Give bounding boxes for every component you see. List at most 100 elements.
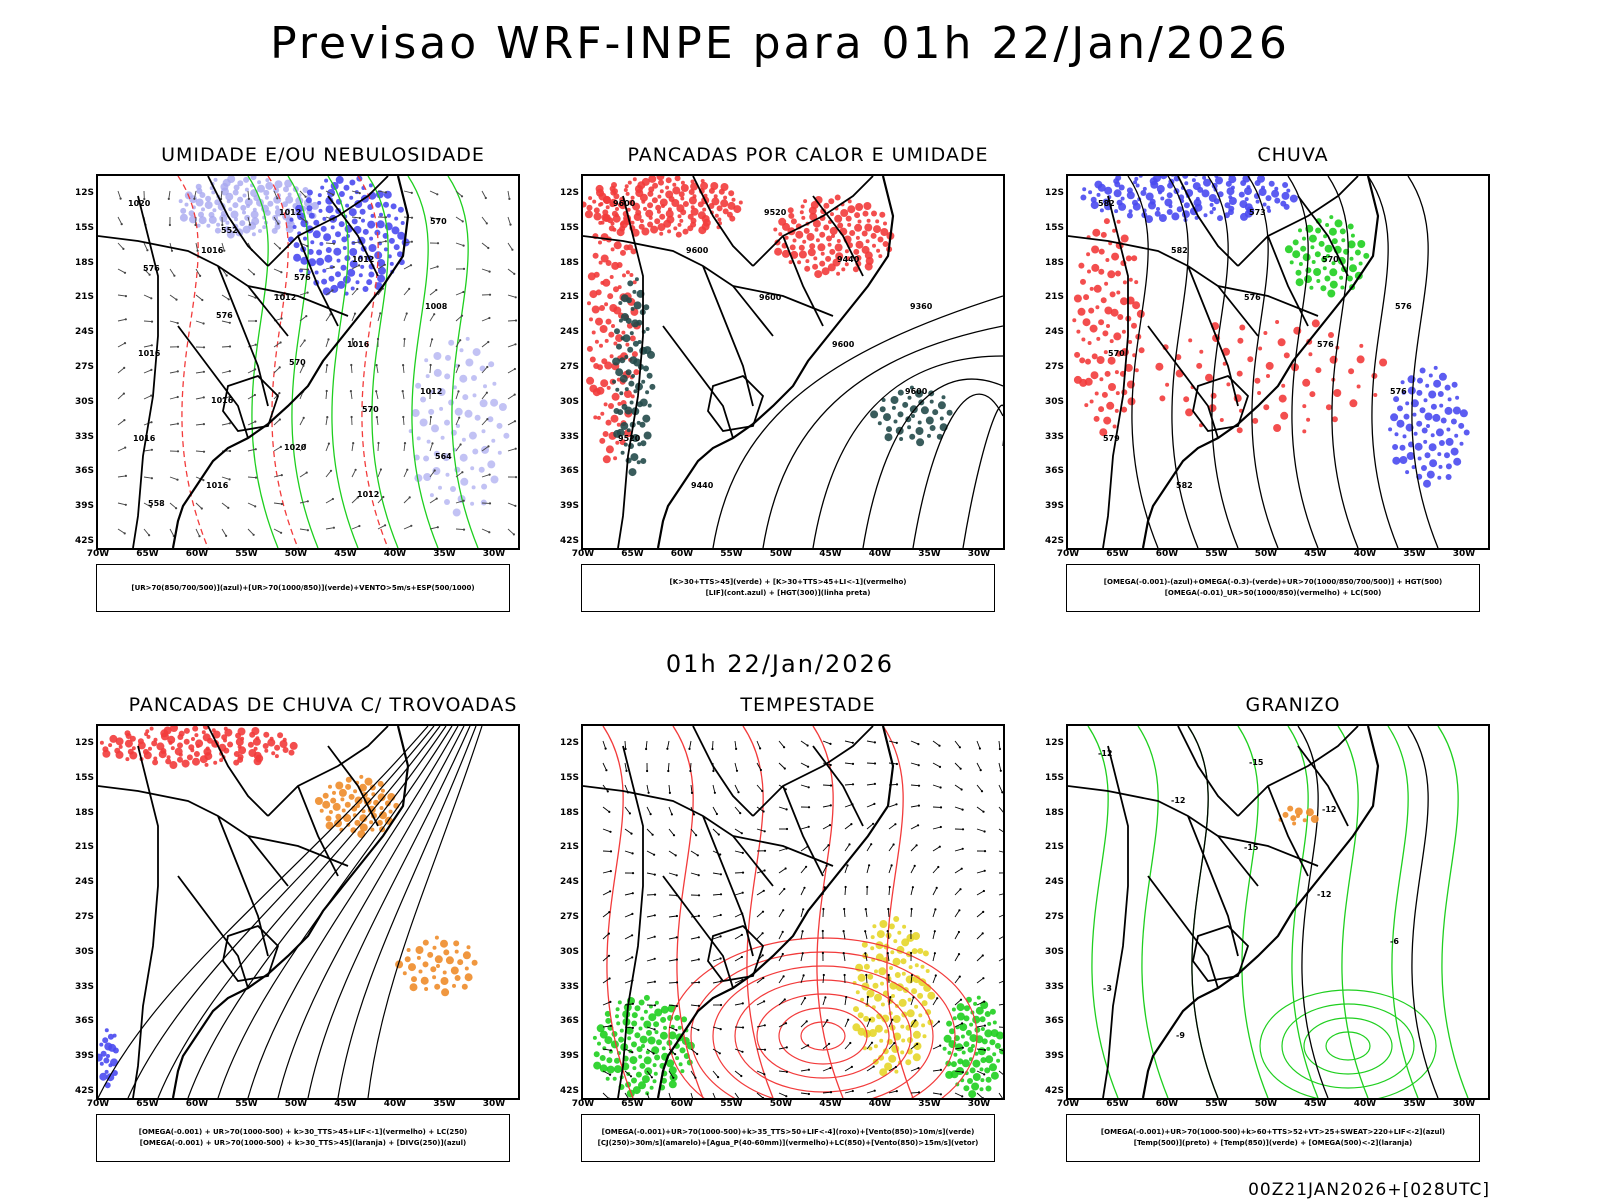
wind-vector xyxy=(646,769,649,773)
lat-tick-label: 39S xyxy=(1044,1051,1064,1062)
wind-vector xyxy=(807,1092,810,1096)
omega-area xyxy=(1417,456,1422,461)
convection-area xyxy=(422,961,429,968)
moisture-area xyxy=(1100,231,1107,238)
divergence-area xyxy=(111,1070,118,1076)
border-line xyxy=(1217,835,1319,867)
wind-vector xyxy=(866,1042,873,1050)
wind-vector xyxy=(175,507,178,510)
humidity-area xyxy=(349,179,356,186)
wind-vector xyxy=(117,318,126,322)
water-contour xyxy=(672,726,704,1098)
humidity-area xyxy=(386,213,391,218)
border-line xyxy=(222,374,280,432)
moisture-area xyxy=(1356,355,1365,364)
instability-area xyxy=(651,197,658,204)
humidity-area xyxy=(233,184,240,191)
wind-vector xyxy=(176,450,180,453)
omega-area xyxy=(1166,209,1173,215)
instability-area xyxy=(665,177,672,184)
wind-vector xyxy=(332,193,335,196)
border-line xyxy=(1192,924,1250,982)
wind-area xyxy=(643,1009,648,1014)
humidity-area xyxy=(444,419,450,426)
wind-area xyxy=(639,1062,646,1069)
lat-tick-label: 12S xyxy=(74,188,94,198)
instability-area xyxy=(863,202,872,210)
wind-vector xyxy=(916,1042,919,1046)
humidity-area xyxy=(285,225,294,233)
page-title: Previsao WRF-INPE para 01h 22/Jan/2026 xyxy=(270,18,1290,69)
wind-vector xyxy=(196,249,199,252)
humidity-area xyxy=(388,237,395,244)
border-line xyxy=(702,265,754,407)
omega-area xyxy=(1274,197,1281,204)
wind-vector xyxy=(690,791,694,794)
wind-vector xyxy=(624,850,633,854)
wind-vector xyxy=(645,747,648,751)
wind-area xyxy=(985,1055,994,1064)
omega-area xyxy=(1126,212,1133,219)
instability-area xyxy=(672,186,681,195)
humidity-area xyxy=(293,253,302,262)
humidity-area xyxy=(362,286,369,292)
omega-area xyxy=(1154,210,1161,217)
humidity-area xyxy=(289,217,294,222)
instability-area xyxy=(609,275,614,279)
wind-vector xyxy=(304,443,307,446)
convection-area xyxy=(223,747,230,754)
wind-vector xyxy=(998,893,1003,896)
wind-vector xyxy=(332,526,335,529)
wind-vector xyxy=(674,1053,677,1056)
convection-area xyxy=(359,814,368,823)
instability-area xyxy=(805,259,810,264)
instability-area xyxy=(595,184,604,193)
wind-area xyxy=(678,1062,683,1067)
jet-area xyxy=(917,948,924,954)
wind-vector xyxy=(146,249,149,252)
contour-label: 1012 xyxy=(279,208,301,217)
wind-vector xyxy=(888,1019,893,1028)
wind-vector xyxy=(273,190,278,199)
wind-vector xyxy=(329,469,333,472)
lon-tick-label: 65W xyxy=(136,1099,159,1109)
moisture-area xyxy=(1111,252,1120,261)
k-tts-area xyxy=(612,357,621,366)
humidity-area xyxy=(389,261,394,266)
wind-vector xyxy=(976,1070,985,1075)
k-tts-area xyxy=(909,433,916,440)
instability-area xyxy=(656,176,665,181)
instability-area xyxy=(703,193,708,198)
wind-vector xyxy=(998,850,1003,853)
wind-vector xyxy=(351,469,357,478)
convection-area xyxy=(223,726,228,731)
omega-area xyxy=(1118,184,1125,191)
wind-area xyxy=(649,1085,654,1090)
wind-vector xyxy=(826,1019,829,1022)
wind-area xyxy=(592,1035,597,1040)
instability-area xyxy=(807,248,816,257)
wind-vector xyxy=(915,844,918,847)
wind-vector xyxy=(734,1002,743,1006)
omega-area xyxy=(1315,227,1322,234)
omega-area xyxy=(1393,396,1400,403)
moisture-area xyxy=(1266,374,1270,378)
moisture-area xyxy=(1356,384,1361,389)
instability-area xyxy=(655,204,662,211)
lon-tick-label: 40W xyxy=(383,1099,407,1109)
humidity-area xyxy=(214,199,221,206)
omega-area xyxy=(1145,192,1154,201)
omega-area xyxy=(1261,185,1265,190)
wind-vector xyxy=(741,851,744,854)
moisture-area xyxy=(1263,404,1270,411)
instability-area xyxy=(626,207,631,212)
wind-area xyxy=(974,1026,981,1033)
convection-area xyxy=(453,940,460,947)
moisture-area xyxy=(1101,391,1108,398)
wind-vector xyxy=(176,322,179,325)
wind-vector xyxy=(455,471,463,478)
wind-vector xyxy=(845,996,848,999)
wind-vector xyxy=(379,312,382,315)
omega-area xyxy=(1463,429,1470,436)
k-tts-area xyxy=(937,401,946,410)
